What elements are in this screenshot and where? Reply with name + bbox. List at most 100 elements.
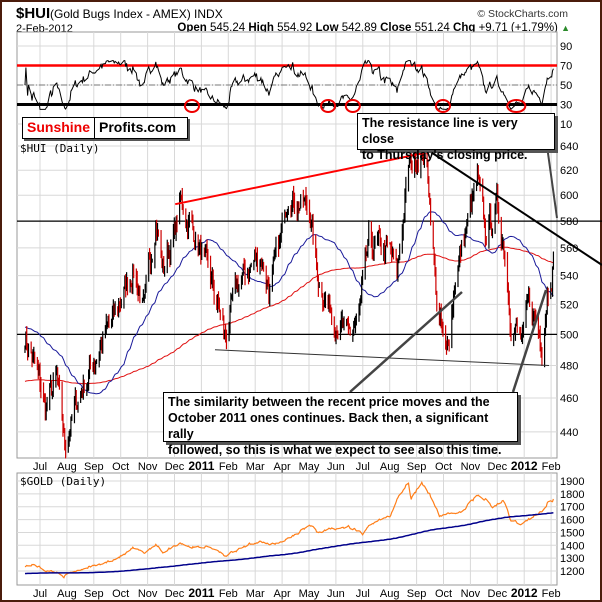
price-panel-title: $HUI (Daily) (20, 142, 99, 155)
x-tick-label: Oct (112, 461, 129, 473)
sunshine-profits-logo: Sunshine Profits.com (22, 117, 188, 139)
x-tick-label: 2012 (511, 586, 538, 600)
rising-resistance-line (175, 142, 470, 206)
x-tick-label: Apr (274, 461, 291, 473)
price-tick-label: 620 (560, 165, 578, 177)
gold-tick-label: 1800 (560, 489, 584, 501)
x-tick-label: Jul (356, 588, 370, 600)
price-tick-label: 640 (560, 141, 578, 153)
gold-panel (16, 472, 558, 586)
x-tick-label: Feb (542, 588, 561, 600)
x-tick-label: Dec (165, 461, 185, 473)
gold-tick-label: 1900 (560, 476, 584, 488)
open-value: 545.24 (209, 22, 246, 34)
resistance-annotation: The resistance line is very close to Thu… (357, 113, 555, 162)
price-tick-label: 600 (560, 190, 578, 202)
x-tick-label: Oct (112, 588, 129, 600)
x-tick-label: Mar (246, 461, 265, 473)
high-value: 554.92 (277, 22, 313, 34)
symbol-name: (Gold Bugs Index - AMEX) INDX (50, 7, 223, 21)
rsi-low-circle (344, 99, 361, 113)
rsi-line (24, 59, 554, 110)
up-arrow-icon: ▲ (561, 23, 570, 33)
chg-value: +9.71 (+1.79%) (478, 22, 558, 34)
low-value: 542.89 (341, 22, 377, 34)
x-tick-label: Feb (219, 588, 238, 600)
rsi-low-circle (320, 99, 337, 113)
logo-sunshine: Sunshine (23, 118, 96, 138)
price-tick-label: 520 (560, 299, 578, 311)
price-tick-label: 540 (560, 271, 578, 283)
x-tick-label: Jul (33, 461, 47, 473)
x-tick-label: Aug (380, 461, 400, 473)
gold-tick-label: 1400 (560, 540, 584, 552)
declining-resistance-line (421, 145, 602, 266)
gold-tick-label: 1600 (560, 515, 584, 527)
x-tick-label: Aug (57, 461, 77, 473)
price-tick-label: 560 (560, 243, 578, 255)
rsi-low-circle (506, 99, 527, 113)
x-tick-label: May (299, 588, 320, 600)
high-label: High (248, 22, 274, 34)
x-tick-label: Aug (57, 588, 77, 600)
x-tick-label: Oct (435, 588, 452, 600)
annotation-pointer (511, 289, 548, 393)
x-tick-label: May (299, 461, 320, 473)
rsi-low-circle (183, 99, 200, 113)
similarity-annotation: The similarity between the recent price … (163, 392, 518, 457)
x-tick-label: Oct (435, 461, 452, 473)
x-tick-label: Jul (33, 588, 47, 600)
logo-profits: Profits.com (99, 119, 177, 135)
x-tick-label: Nov (138, 461, 158, 473)
rsi-low-circle (434, 99, 451, 113)
gold-tick-label: 1200 (560, 566, 584, 578)
annotation-pointer (546, 145, 558, 219)
x-tick-label: 2011 (188, 459, 214, 473)
x-tick-label: Dec (488, 588, 508, 600)
gold-tick-label: 1300 (560, 553, 584, 565)
rsi-tick-label: 70 (560, 61, 572, 73)
x-tick-label: Feb (219, 461, 238, 473)
x-tick-label: Sep (407, 461, 427, 473)
x-tick-label: Aug (380, 588, 400, 600)
x-tick-label: Jun (327, 461, 345, 473)
price-tick-label: 480 (560, 361, 578, 373)
x-tick-label: Nov (138, 588, 158, 600)
x-tick-label: Mar (246, 588, 265, 600)
price-tick-label: 440 (560, 427, 578, 439)
copyright[interactable]: © StockCharts.com (477, 8, 568, 20)
gold-tick-label: 1500 (560, 527, 584, 539)
rsi-tick-label: 90 (560, 41, 572, 53)
x-tick-label: Nov (461, 588, 481, 600)
x-tick-label: Feb (542, 461, 561, 473)
x-tick-label: Jul (356, 461, 370, 473)
x-tick-label: Dec (165, 588, 185, 600)
x-tick-label: 2011 (188, 586, 214, 600)
chg-label: Chg (453, 22, 476, 34)
price-tick-label: 500 (560, 329, 578, 341)
x-tick-label: Sep (407, 588, 427, 600)
x-tick-label: Sep (84, 588, 104, 600)
low-label: Low (315, 22, 339, 34)
x-tick-label: 2012 (511, 459, 538, 473)
gold-panel-title: $GOLD (Daily) (20, 475, 106, 488)
gold-ma-line (24, 511, 554, 575)
rsi-tick-label: 10 (560, 119, 572, 131)
support-line (214, 349, 550, 367)
price-tick-label: 460 (560, 393, 578, 405)
price-tick-label: 580 (560, 216, 578, 228)
gold-price-line (24, 480, 554, 579)
quote-line: Open 545.24 High 554.92 Low 542.89 Close… (177, 22, 570, 34)
rsi-tick-label: 50 (560, 80, 572, 92)
gold-tick-label: 1700 (560, 502, 584, 514)
symbol: $HUI (16, 5, 51, 22)
close-label: Close (380, 22, 412, 34)
x-tick-label: Jun (327, 588, 345, 600)
rsi-tick-label: 30 (560, 100, 572, 112)
open-label: Open (177, 22, 207, 34)
x-tick-label: Nov (461, 461, 481, 473)
x-tick-label: Sep (84, 461, 104, 473)
x-tick-label: Apr (274, 588, 291, 600)
close-value: 551.24 (414, 22, 450, 34)
